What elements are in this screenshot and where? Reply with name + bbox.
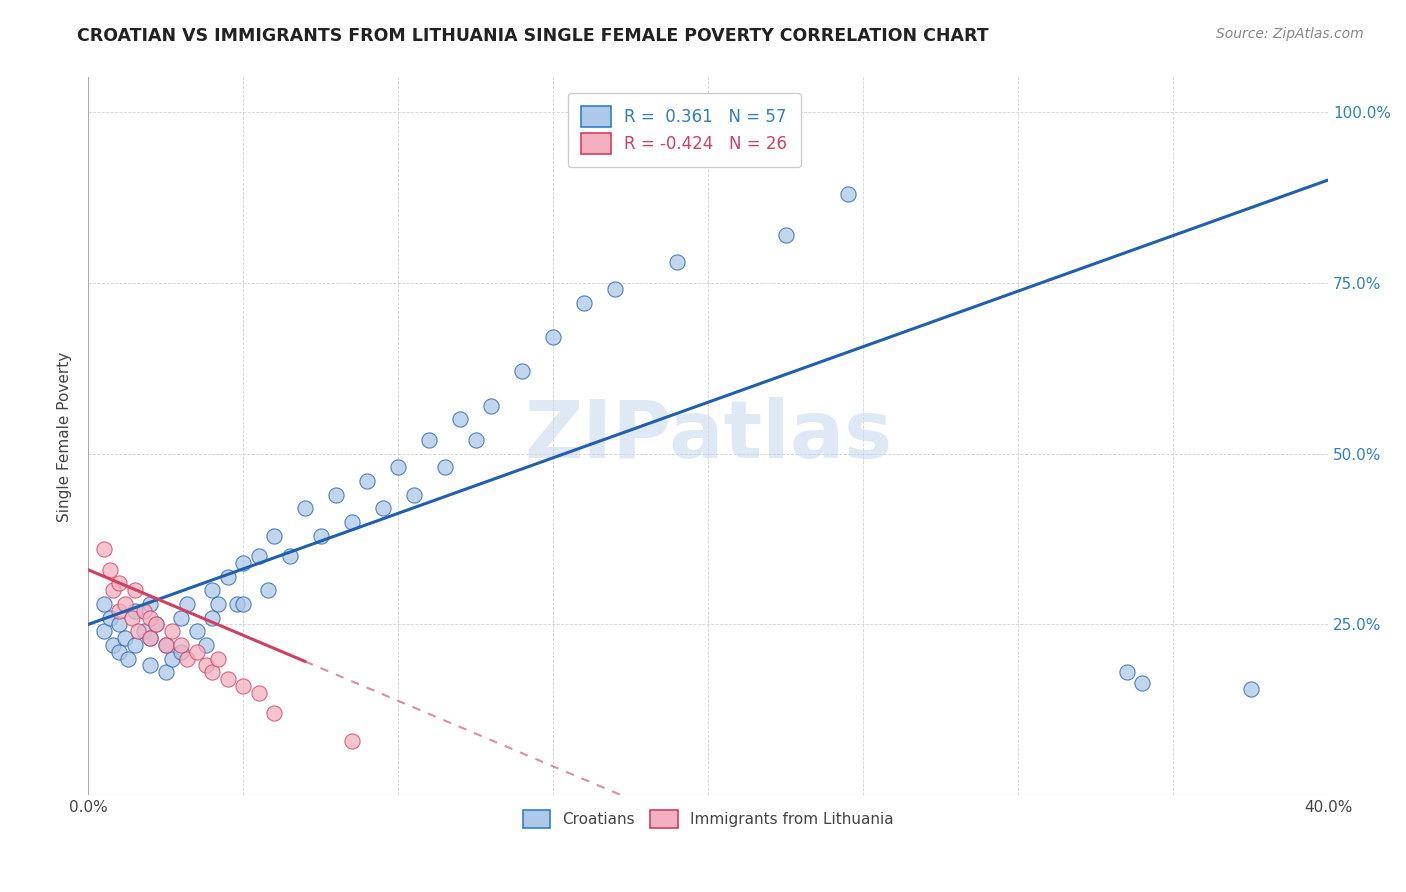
Point [124,638,146,652]
Point [176,597,198,611]
Point [114,597,136,611]
Point [207,651,229,665]
Text: CROATIAN VS IMMIGRANTS FROM LITHUANIA SINGLE FEMALE POVERTY CORRELATION CHART: CROATIAN VS IMMIGRANTS FROM LITHUANIA SI… [77,27,988,45]
Point [93,624,115,639]
Legend: Croatians, Immigrants from Lithuania: Croatians, Immigrants from Lithuania [516,804,900,834]
Point [232,556,254,570]
Point [132,604,155,618]
Point [775,227,797,242]
Point [139,610,162,624]
Point [247,549,270,563]
Point [418,433,440,447]
Point [155,665,177,680]
Point [257,583,280,598]
Point [464,433,486,447]
Text: Source: ZipAtlas.com: Source: ZipAtlas.com [1216,27,1364,41]
Point [201,583,224,598]
Point [98,610,121,624]
Point [1240,682,1263,697]
Point [139,597,162,611]
Point [124,604,146,618]
Point [98,563,121,577]
Point [170,645,193,659]
Point [101,638,124,652]
Point [114,631,136,645]
Point [176,651,198,665]
Point [479,399,502,413]
Point [155,638,177,652]
Point [294,501,316,516]
Point [194,638,217,652]
Point [186,624,208,639]
Text: ZIPatlas: ZIPatlas [524,398,893,475]
Point [1115,665,1137,680]
Point [1130,675,1153,690]
Point [124,583,146,598]
Point [160,651,183,665]
Point [194,658,217,673]
Point [101,583,124,598]
Point [263,528,285,542]
Point [132,624,155,639]
Point [247,686,270,700]
Point [541,330,564,344]
Point [139,631,162,645]
Point [217,569,239,583]
Point [340,515,363,529]
Point [510,364,533,378]
Point [340,733,363,747]
Point [309,528,332,542]
Point [387,460,409,475]
Point [145,617,167,632]
Point [145,617,167,632]
Point [121,610,143,624]
Y-axis label: Single Female Poverty: Single Female Poverty [58,351,72,522]
Point [325,487,347,501]
Point [108,576,131,591]
Point [170,610,193,624]
Point [108,645,131,659]
Point [93,542,115,557]
Point [278,549,301,563]
Point [232,597,254,611]
Point [232,679,254,693]
Point [666,255,689,269]
Point [207,597,229,611]
Point [605,282,627,296]
Point [155,638,177,652]
Point [263,706,285,721]
Point [201,665,224,680]
Point [139,658,162,673]
Point [402,487,425,501]
Point [356,474,378,488]
Point [93,597,115,611]
Point [572,296,595,310]
Point [170,638,193,652]
Point [108,604,131,618]
Point [371,501,394,516]
Point [139,631,162,645]
Point [186,645,208,659]
Point [449,412,471,426]
Point [201,610,224,624]
Point [127,624,149,639]
Point [160,624,183,639]
Point [217,672,239,686]
Point [117,651,139,665]
Point [226,597,249,611]
Point [433,460,456,475]
Point [837,186,859,201]
Point [108,617,131,632]
